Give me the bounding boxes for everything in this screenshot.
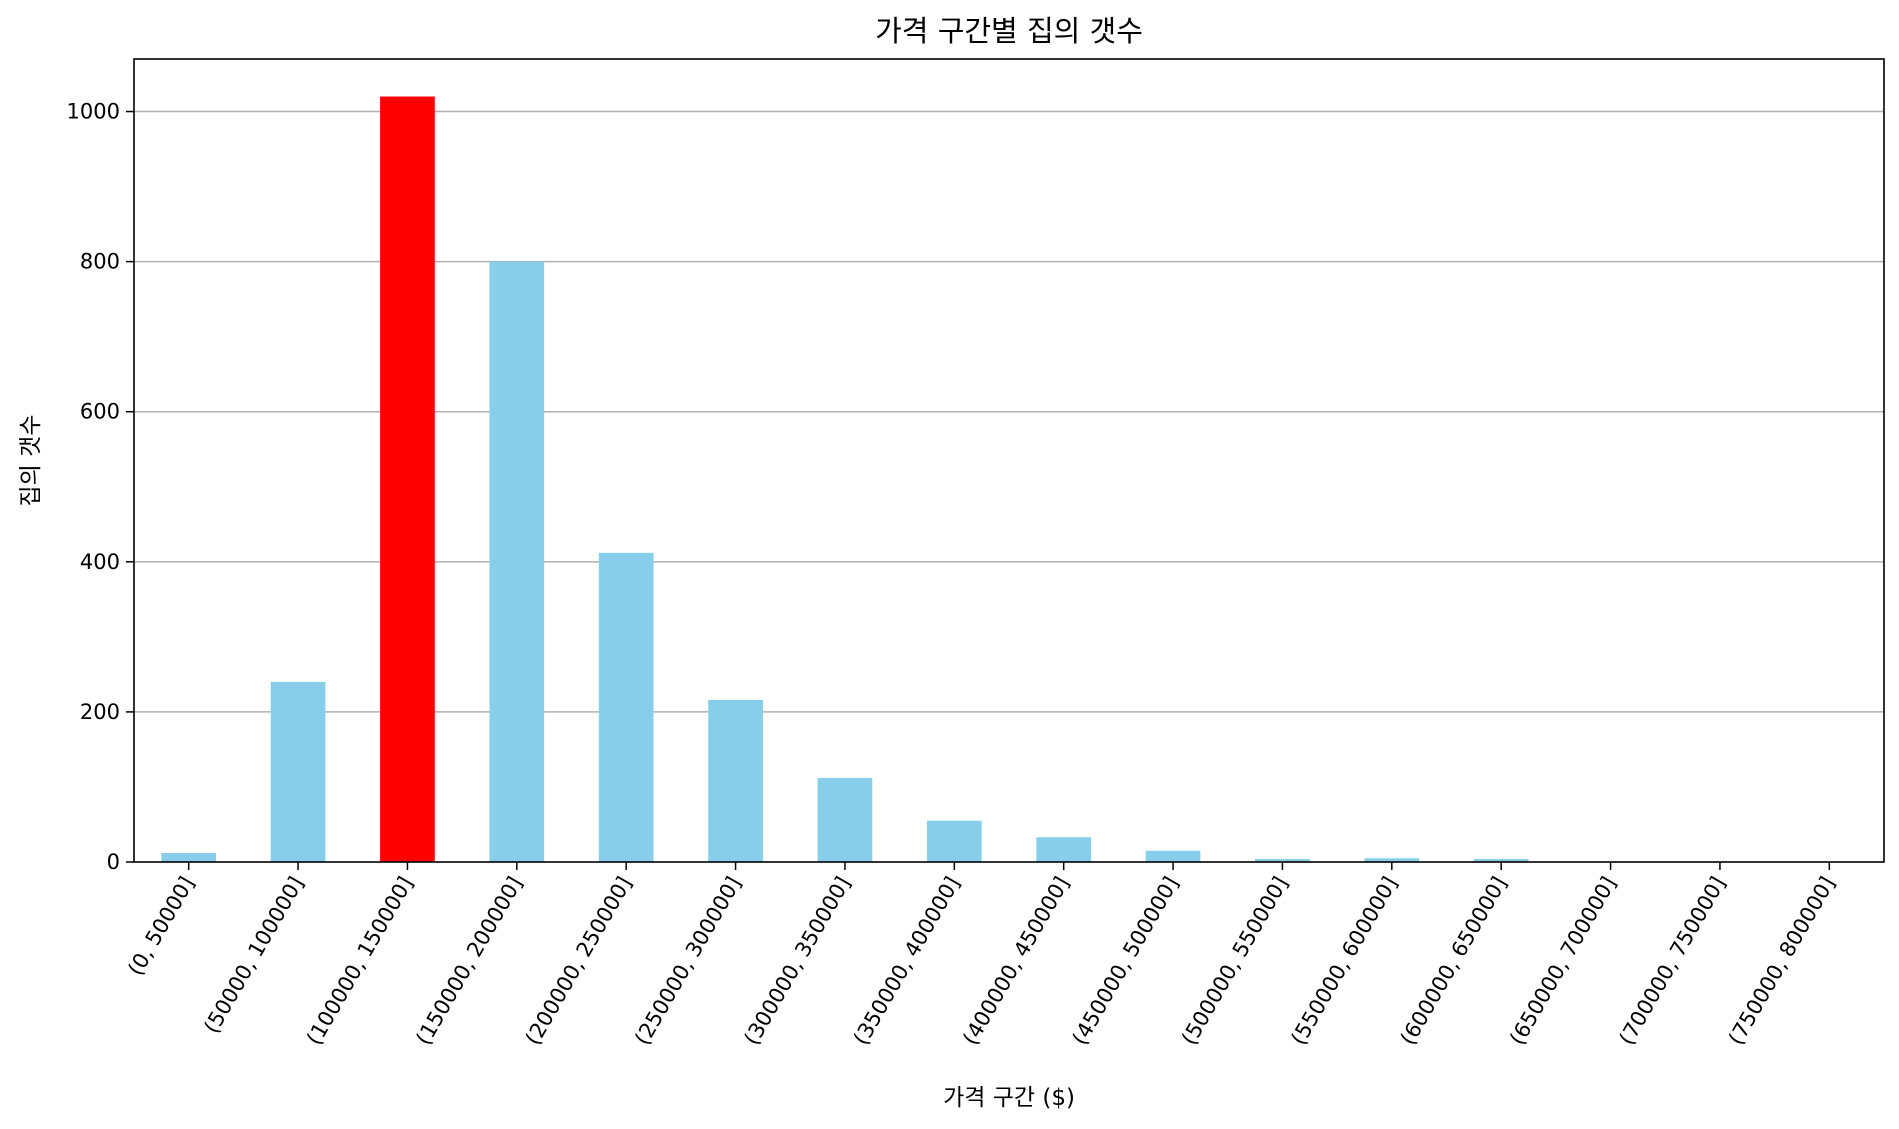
x-tick-label: (100000, 150000]	[302, 873, 418, 1050]
bar	[161, 852, 217, 862]
bar	[1255, 858, 1310, 862]
x-tick-label: (400000, 450000]	[958, 873, 1074, 1050]
bars	[161, 96, 1529, 862]
x-tick-label: (550000, 600000]	[1286, 873, 1402, 1050]
x-tick-label: (750000, 800000]	[1724, 873, 1840, 1050]
x-tick-label: (200000, 250000]	[521, 873, 637, 1050]
x-tick-label: (450000, 500000]	[1068, 873, 1184, 1050]
x-tick-label: (350000, 400000]	[849, 873, 965, 1050]
y-tick-label: 800	[80, 250, 120, 274]
x-tick-label: (650000, 700000]	[1505, 873, 1621, 1050]
x-tick-label: (0, 50000]	[123, 873, 199, 980]
y-tick-label: 0	[107, 850, 120, 874]
bar	[1364, 858, 1420, 862]
y-tick-label: 1000	[67, 100, 120, 124]
x-tick-label: (150000, 200000]	[411, 873, 527, 1050]
x-tick-label: (50000, 100000]	[199, 873, 308, 1038]
x-axis-ticks: (0, 50000] (50000, 100000](100000, 150000…	[123, 862, 1840, 1050]
x-tick-label: (600000, 650000]	[1396, 873, 1512, 1050]
bar	[489, 261, 545, 862]
bar	[1036, 837, 1092, 862]
chart-title: 가격 구간별 집의 갯수	[875, 14, 1143, 48]
y-tick-label: 400	[80, 550, 120, 574]
y-tick-label: 200	[80, 700, 120, 724]
x-tick-label: (700000, 750000]	[1614, 873, 1730, 1050]
y-tick-label: 600	[80, 400, 120, 424]
bar	[1473, 858, 1529, 862]
bar	[1145, 850, 1201, 862]
bar	[270, 681, 326, 862]
bar	[380, 96, 435, 862]
bar	[817, 777, 873, 862]
bar	[708, 699, 763, 862]
y-axis-label: 집의 갯수	[18, 415, 44, 507]
x-axis-label: 가격 구간 ($)	[943, 1085, 1075, 1111]
x-tick-label: (300000, 350000]	[739, 873, 855, 1050]
bar	[598, 552, 654, 862]
bar	[926, 820, 982, 862]
x-tick-label: (250000, 300000]	[630, 873, 746, 1050]
plot-frame	[133, 58, 1885, 863]
y-axis-ticks: 0 200 400 600 800 1000	[67, 100, 134, 874]
x-tick-label: (500000, 550000]	[1177, 873, 1293, 1050]
